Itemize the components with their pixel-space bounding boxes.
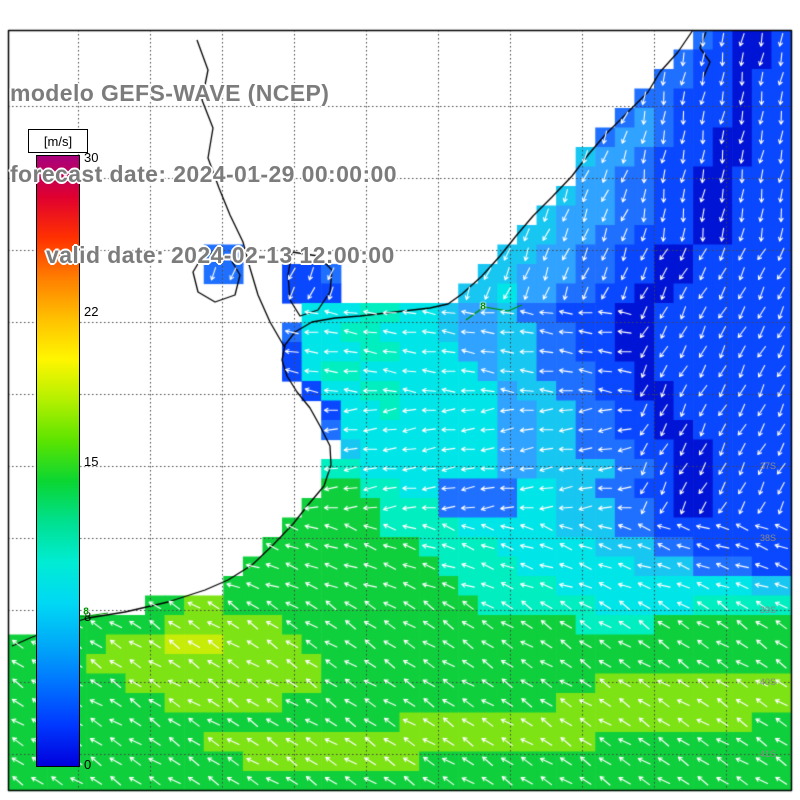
- lat-label-41S: 41S: [760, 749, 777, 759]
- colorbar: [36, 155, 80, 767]
- contour-label-8ms: 8: [480, 301, 486, 313]
- model-name-line: modelo GEFS-WAVE (NCEP): [10, 80, 330, 106]
- colorbar-unit-label: [m/s]: [28, 129, 88, 153]
- lat-label-40S: 40S: [760, 677, 777, 687]
- colorbar-tick-15: 15: [84, 453, 99, 469]
- map-title: modelo GEFS-WAVE (NCEP) forecast date: 2…: [10, 26, 397, 323]
- colorbar-tick-22: 22: [84, 303, 99, 319]
- valid-date-line: valid date: 2024-02-13 12:00:00: [46, 242, 395, 268]
- forecast-date-line: forecast date: 2024-01-29 00:00:00: [10, 161, 397, 187]
- colorbar-tick-8: 8: [84, 608, 92, 624]
- lat-label-37S: 37S: [760, 461, 777, 471]
- colorbar-tick-30: 30: [84, 149, 99, 165]
- colorbar-tick-0: 0: [84, 756, 92, 772]
- lat-label-38S: 38S: [760, 533, 777, 543]
- contour-label-8ms: 8: [83, 606, 89, 618]
- lat-label-39S: 39S: [760, 605, 777, 615]
